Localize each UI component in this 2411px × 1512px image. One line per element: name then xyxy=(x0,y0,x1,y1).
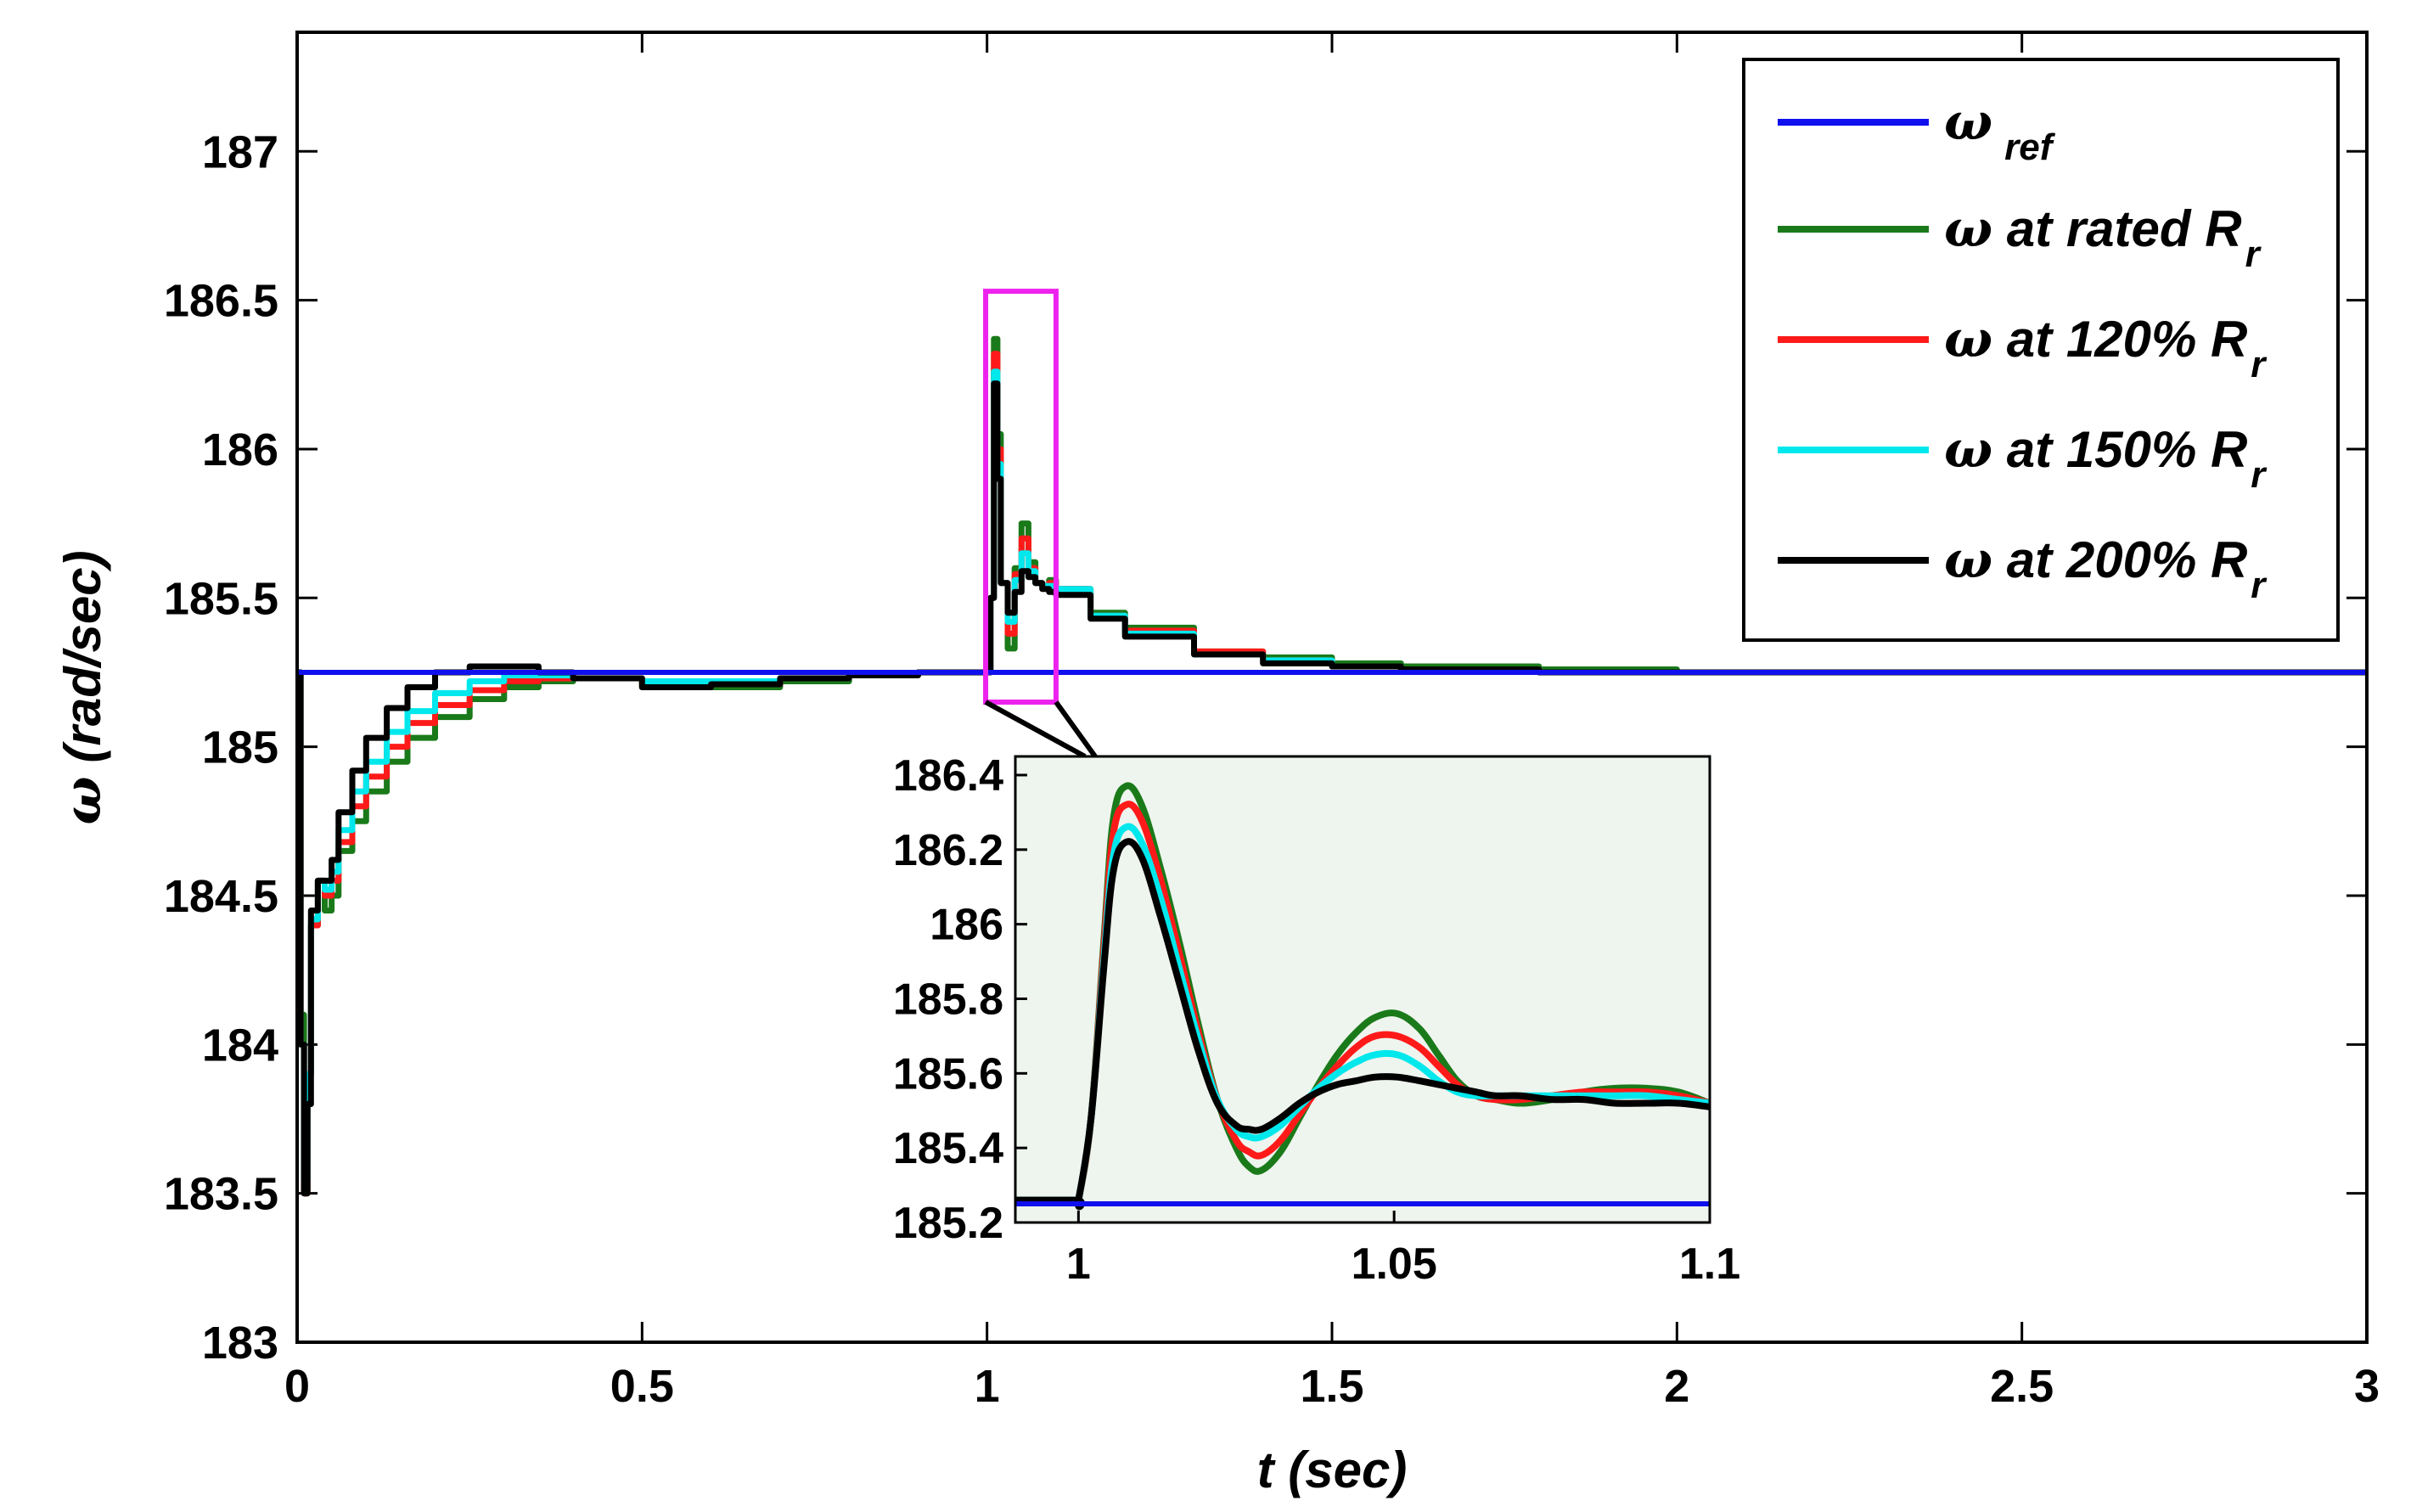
inset-y-tick-label: 186.2 xyxy=(893,826,1003,875)
inset-y-tick-label: 185.8 xyxy=(893,975,1003,1024)
y-tick-label: 185 xyxy=(202,722,278,773)
y-tick-label: 186 xyxy=(202,424,278,475)
inset-axes: 1 1.05 1.1 185.2 185.4 185.6 185.8 186 186.2 186… xyxy=(893,751,1740,1289)
x-axis-label: t (sec) xyxy=(1257,1442,1408,1498)
main-series xyxy=(299,335,2365,1197)
legend-box xyxy=(1742,58,2340,642)
y-axis-label: ω (rad/sec) xyxy=(53,550,113,824)
inset-y-tick-label: 186 xyxy=(930,901,1003,950)
main-y-ticks: 183 183.5 184 184.5 185 185.5 186 186.5 187 xyxy=(164,126,2367,1369)
legend: ω ref ω at rated Rr ω at 120% Rr ω at 150% R… xyxy=(1742,58,2340,642)
x-tick-label: 0 xyxy=(284,1361,310,1412)
inset-x-tick-label: 1.1 xyxy=(1679,1239,1740,1289)
y-tick-label: 184 xyxy=(202,1020,278,1071)
zoom-connector-right xyxy=(1054,700,1098,758)
y-tick-label: 185.5 xyxy=(164,573,278,624)
zoom-region xyxy=(983,289,1098,759)
y-tick-label: 186.5 xyxy=(164,276,278,327)
y-tick-label: 183.5 xyxy=(164,1169,278,1220)
inset-x-tick-label: 1 xyxy=(1066,1239,1091,1289)
svg-text:ω(rad/sec): ω (rad/sec) xyxy=(53,550,113,824)
inset-y-tick-label: 185.2 xyxy=(893,1199,1003,1248)
y-tick-label: 183 xyxy=(202,1318,278,1369)
y-axis-unit: (rad/sec) xyxy=(54,550,111,762)
inset-plot-background xyxy=(1015,756,1710,1223)
zoom-connector-left xyxy=(984,700,1087,759)
inset-x-tick-label: 1.05 xyxy=(1352,1239,1437,1289)
legend-label-0: ω ref xyxy=(1944,93,2056,168)
legend-label-4: ω at 200% Rr xyxy=(1944,531,2268,606)
x-tick-label: 2 xyxy=(1664,1361,1689,1412)
main-x-ticks: 0 0.5 1 1.5 2 2.5 3 xyxy=(284,32,2380,1412)
legend-label-3: ω at 150% Rr xyxy=(1944,420,2268,496)
y-tick-label: 184.5 xyxy=(164,871,278,922)
inset-y-ticks: 185.2 185.4 185.6 185.8 186 186.2 186.4 xyxy=(893,751,1027,1248)
inset-y-tick-label: 186.4 xyxy=(893,751,1003,801)
x-tick-label: 1.5 xyxy=(1300,1361,1363,1412)
inset-y-tick-label: 185.4 xyxy=(893,1124,1003,1173)
inset-x-ticks: 1 1.05 1.1 xyxy=(1066,1211,1740,1289)
main-axes: 0 0.5 1 1.5 2 2.5 3 183183.5184184.5185185.518… xyxy=(53,31,2380,1498)
y-tick-label: 187 xyxy=(202,126,278,177)
inset-series xyxy=(1015,782,1710,1211)
x-tick-label: 0.5 xyxy=(610,1361,674,1412)
inset-y-tick-label: 185.6 xyxy=(893,1049,1003,1099)
x-tick-label: 2.5 xyxy=(1990,1361,2054,1412)
zoom-highlight-box xyxy=(983,289,1059,705)
legend-label-1: ω at rated Rr xyxy=(1944,200,2262,275)
x-tick-label: 3 xyxy=(2354,1361,2380,1412)
y-axis-symbol: ω xyxy=(53,776,113,824)
x-tick-label: 1 xyxy=(975,1361,1000,1412)
inset-plot-frame xyxy=(1014,755,1711,1224)
inset-series-line-4 xyxy=(1015,838,1710,1211)
legend-label-2: ω at 120% Rr xyxy=(1944,310,2268,385)
